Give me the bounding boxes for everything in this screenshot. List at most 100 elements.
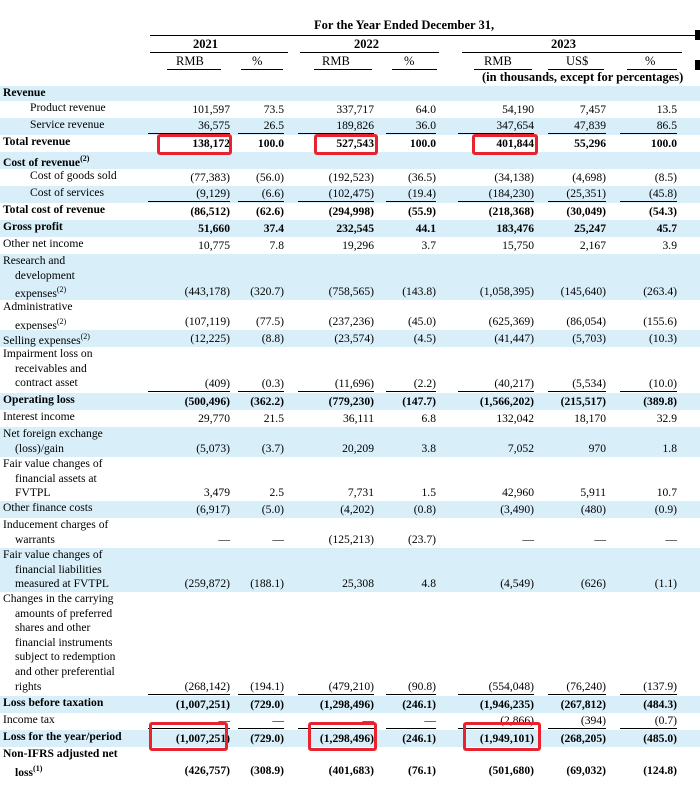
cell-value: (5,073) (196, 442, 230, 455)
cell-value: (6.6) (238, 187, 284, 202)
cell-value: (3.7) (261, 442, 284, 455)
table-row: Loss before taxation (1,007,251) (729.0) (1… (0, 696, 700, 713)
cell-value: (40,217) (458, 377, 534, 392)
cell-value: (41,447) (494, 332, 534, 345)
cell-value: 10,775 (198, 239, 230, 252)
col-head-rmb-2022: RMB (322, 54, 350, 68)
table-row: Other finance costs (6,917) (5.0) (4,202) (0… (0, 501, 700, 518)
cell-value: (394) (548, 714, 606, 729)
cell-value: 527,543 (336, 137, 374, 150)
cell-value: (401,683) (328, 764, 374, 777)
cell-value: 51,660 (198, 222, 230, 235)
table-row: Interest income 29,770 21.5 36,111 6.8 132,04… (0, 410, 700, 427)
cell-value: (4,549) (500, 577, 534, 590)
cell-value: (4,202) (340, 503, 374, 516)
row-label-line: Administrative (3, 300, 73, 313)
row-label-line: expenses(2) (15, 316, 67, 332)
row-label-line: contract asset (15, 376, 78, 390)
table-row: Loss for the year/period (1,007,251) (729.… (0, 730, 700, 747)
period-title: For the Year Ended December 31, (314, 18, 495, 32)
period-underline (150, 35, 695, 36)
cell-value: (294,998) (328, 205, 374, 218)
cell-value: (1,058,395) (479, 285, 534, 298)
cell-value: (194.1) (238, 680, 284, 695)
cell-value: (12,225) (190, 332, 230, 345)
cell-value: (145,640) (560, 285, 606, 298)
highlight-box (314, 134, 378, 155)
cell-value: (11,696) (298, 377, 374, 392)
cell-value: (4,698) (572, 171, 606, 184)
col-head-underline (548, 69, 604, 70)
cell-value: (1,007,251) (175, 732, 230, 745)
cell-value: (409) (148, 377, 230, 392)
cell-value: (5,703) (572, 332, 606, 345)
edge-strip (695, 60, 700, 70)
row-label: Impairment loss on receivables and contrac… (3, 347, 148, 391)
cell-value: (90.8) (386, 680, 436, 695)
cell-value: (0.3) (238, 377, 284, 392)
cell-value: 64.0 (415, 103, 436, 116)
row-label: Research and development expenses(2) (3, 254, 148, 302)
table-row: Inducement charges of warrants — — (125,213)… (0, 518, 700, 548)
row-label-line: Loss before taxation (3, 696, 104, 709)
row-label: Fair value changes of financial assets at… (3, 457, 148, 501)
row-label-line: Other net income (3, 237, 84, 250)
year-2021-underline (150, 52, 288, 53)
table-row: Service revenue 36,575 26.5 189,826 36.0 347,… (0, 118, 700, 135)
row-label: Operating loss (3, 393, 148, 408)
table-row: Non-IFRS adjusted net loss(1) (426,757) (30… (0, 747, 700, 779)
cell-value: (779,230) (328, 395, 374, 408)
row-label-line: Net foreign exchange (3, 427, 103, 440)
row-label-line: Total revenue (3, 135, 71, 148)
cell-value: 7,052 (507, 442, 534, 455)
row-label-line: Income tax (3, 713, 55, 726)
cell-value: (155.6) (643, 315, 677, 328)
cell-value: (192,523) (328, 171, 374, 184)
cell-value: (55.9) (407, 205, 436, 218)
cell-value: (6,917) (196, 503, 230, 516)
row-label-line: receivables and (15, 361, 87, 375)
row-label-line: Fair value changes of (3, 548, 103, 561)
row-label-line: Loss for the year/period (3, 730, 122, 743)
cell-value: (54.3) (648, 205, 677, 218)
cell-value: — (218, 533, 230, 546)
row-label: Product revenue (3, 101, 148, 116)
row-label: Loss before taxation (3, 696, 148, 711)
row-label-line: Product revenue (30, 101, 106, 114)
cell-value: (10.0) (620, 377, 677, 392)
cell-value: (184,230) (458, 187, 534, 202)
cell-value: (137.9) (620, 680, 677, 695)
cell-value: 7.8 (269, 239, 285, 252)
cell-value: 100.0 (409, 137, 436, 150)
row-label-line: Cost of revenue(2) (3, 154, 90, 169)
row-label: Total cost of revenue (3, 203, 148, 218)
col-head-underline (627, 69, 677, 70)
cell-value: (5,534) (548, 377, 606, 392)
highlight-box (308, 722, 377, 751)
cell-value: (23,574) (334, 332, 374, 345)
cell-value: (308.9) (250, 764, 284, 777)
table-row: Operating loss (500,496) (362.2) (779,230) (… (0, 393, 700, 410)
cell-value: 5,911 (580, 486, 606, 499)
cell-value: (30,049) (566, 205, 606, 218)
footnote-ref: (2) (56, 285, 67, 295)
row-label-line: Inducement charges of (3, 518, 109, 531)
cell-value: 29,770 (198, 412, 230, 425)
table-row: Revenue (0, 86, 700, 101)
row-label-line: warrants (15, 532, 55, 546)
year-2022: 2022 (354, 37, 379, 51)
cell-value: (10.3) (648, 332, 677, 345)
cell-value: (554,048) (458, 680, 534, 695)
cell-value: 55,296 (574, 137, 606, 150)
cell-value: (1,946,235) (479, 698, 534, 711)
cell-value: (3,490) (500, 503, 534, 516)
cell-value: (443,178) (184, 285, 230, 298)
row-label-line: Gross profit (3, 220, 63, 233)
row-label: Other finance costs (3, 501, 148, 516)
year-2022-underline (300, 52, 439, 53)
row-label: Income tax (3, 713, 148, 728)
cell-value: 37.4 (263, 222, 284, 235)
row-label-line: and other preferential (15, 664, 115, 678)
cell-value: (77.5) (255, 315, 284, 328)
year-2023-underline (462, 52, 682, 53)
